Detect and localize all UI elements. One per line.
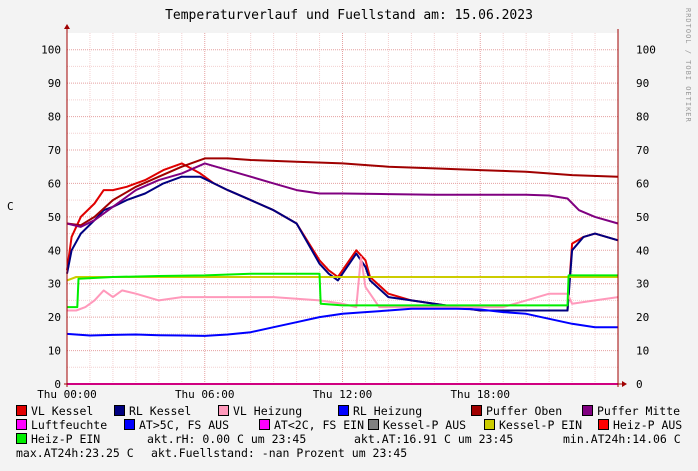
legend-label: Luftfeuchte (31, 418, 108, 432)
legend-item-kessel-p-aus: Kessel-P AUS (368, 418, 466, 432)
legend-swatch (368, 419, 379, 430)
series-line-heiz-p-ein (67, 272, 618, 309)
y-axis-arrow (64, 24, 70, 29)
x-tick-label: Thu 00:00 (37, 388, 97, 401)
y-tick-label-left: 80 (48, 111, 61, 124)
y-tick-label-right: 40 (636, 244, 649, 257)
y-tick-label-left: 100 (41, 44, 61, 57)
legend-item-heiz-p-ein: Heiz-P EIN (16, 432, 100, 446)
legend-label: VL Kessel (31, 404, 94, 418)
x-axis-arrow (622, 381, 627, 387)
y-tick-label-right: 100 (636, 44, 656, 57)
legend-swatch (338, 405, 349, 416)
rrdtool-watermark: RRDTOOL / TOBI OETIKER (684, 8, 692, 123)
grid (66, 33, 619, 385)
series-line-kessel-p-ein (66, 276, 618, 282)
y-tick-label-right: 0 (636, 378, 643, 391)
legend-item-at-gt-5c: AT>5C, FS AUS (124, 418, 229, 432)
y-tick-label-right: 60 (636, 177, 649, 190)
legend-label: Puffer Mitte (597, 404, 681, 418)
y-tick-label-left: 70 (48, 144, 61, 157)
legend-swatch (218, 405, 229, 416)
y-tick-label-left: 40 (48, 244, 61, 257)
y-tick-label-left: 90 (48, 77, 61, 90)
legend-label: RL Heizung (353, 404, 423, 418)
stat-min-at: min.AT24h:14.06 C (563, 432, 681, 446)
legend-label: AT>5C, FS AUS (139, 418, 230, 432)
legend-row-2: Luftfeuchte AT>5C, FS AUS AT<2C, FS EIN … (16, 418, 696, 432)
legend-item-heiz-p-aus: Heiz-P AUS (598, 418, 682, 432)
legend-label: Puffer Oben (486, 404, 563, 418)
tick-labels: 0 0 10 10 20 20 30 30 40 40 50 50 60 60 70 70 80 80 90 90 10… (37, 44, 656, 401)
legend-swatch (259, 419, 270, 430)
y-tick-label-left: 30 (48, 278, 61, 291)
y-tick-label-left: 50 (48, 211, 61, 224)
legend-item-at-lt-2c: AT<2C, FS EIN (259, 418, 364, 432)
stat-max-at: max.AT24h:23.25 C (16, 446, 134, 460)
legend-item-vl-kessel: VL Kessel (16, 404, 93, 418)
y-tick-label-right: 50 (636, 211, 649, 224)
stat-current-at: akt.AT:16.91 C um 23:45 (354, 432, 514, 446)
legend-swatch (124, 419, 135, 430)
legend-swatch (598, 419, 609, 430)
series-line-rl-heizung (66, 307, 618, 337)
legend-row-1: VL Kessel RL Kessel VL Heizung RL Heizun… (16, 404, 696, 418)
legend-swatch (471, 405, 482, 416)
legend-item-vl-heizung: VL Heizung (218, 404, 302, 418)
legend-label: Kessel-P EIN (499, 418, 583, 432)
y-axis-label: C (7, 200, 14, 213)
legend-label: Heiz-P EIN (31, 432, 101, 446)
legend-label: Kessel-P AUS (383, 418, 467, 432)
legend-item-puffer-oben: Puffer Oben (471, 404, 562, 418)
axes (64, 24, 627, 387)
series-line-puffer-oben (66, 157, 619, 227)
legend-item-rl-kessel: RL Kessel (114, 404, 191, 418)
y-tick-label-right: 90 (636, 77, 649, 90)
chart-title: Temperaturverlauf und Fuellstand am: 15.… (165, 8, 533, 23)
x-tick-label: Thu 12:00 (313, 388, 373, 401)
y-tick-label-right: 70 (636, 144, 649, 157)
y-tick-label-right: 20 (636, 311, 649, 324)
y-tick-label-left: 20 (48, 311, 61, 324)
y-tick-label-left: 60 (48, 177, 61, 190)
legend-label: VL Heizung (233, 404, 303, 418)
y-tick-label-right: 10 (636, 345, 649, 358)
legend-row-3: Heiz-P EIN akt.rH: 0.00 C um 23:45 akt.A… (16, 432, 696, 446)
series-line-vl-heizung (67, 256, 619, 312)
series-line-puffer-mitte (66, 162, 619, 228)
legend-swatch (16, 419, 27, 430)
x-tick-label: Thu 06:00 (175, 388, 235, 401)
legend-swatch (582, 405, 593, 416)
legend-swatch (114, 405, 125, 416)
legend-item-luftfeuchte: Luftfeuchte (16, 418, 107, 432)
y-tick-label-left: 10 (48, 345, 61, 358)
legend-label: AT<2C, FS EIN (274, 418, 365, 432)
legend-item-rl-heizung: RL Heizung (338, 404, 422, 418)
legend: VL Kessel RL Kessel VL Heizung RL Heizun… (16, 404, 696, 460)
legend-item-puffer-mitte: Puffer Mitte (582, 404, 680, 418)
stat-fuellstand: akt.Fuellstand: -nan Prozent um 23:45 (151, 446, 408, 460)
legend-label: Heiz-P AUS (613, 418, 683, 432)
x-tick-label: Thu 18:00 (450, 388, 510, 401)
legend-row-4: max.AT24h:23.25 C akt.Fuellstand: -nan P… (16, 446, 696, 460)
legend-label: RL Kessel (129, 404, 192, 418)
y-tick-label-left: 0 (54, 378, 61, 391)
y-tick-label-right: 80 (636, 111, 649, 124)
legend-item-kessel-p-ein: Kessel-P EIN (484, 418, 582, 432)
legend-swatch (484, 419, 495, 430)
series-lines (66, 157, 619, 385)
y-tick-label-right: 30 (636, 278, 649, 291)
stat-current-rh: akt.rH: 0.00 C um 23:45 (147, 432, 307, 446)
legend-swatch (16, 405, 27, 416)
legend-swatch (16, 433, 27, 444)
